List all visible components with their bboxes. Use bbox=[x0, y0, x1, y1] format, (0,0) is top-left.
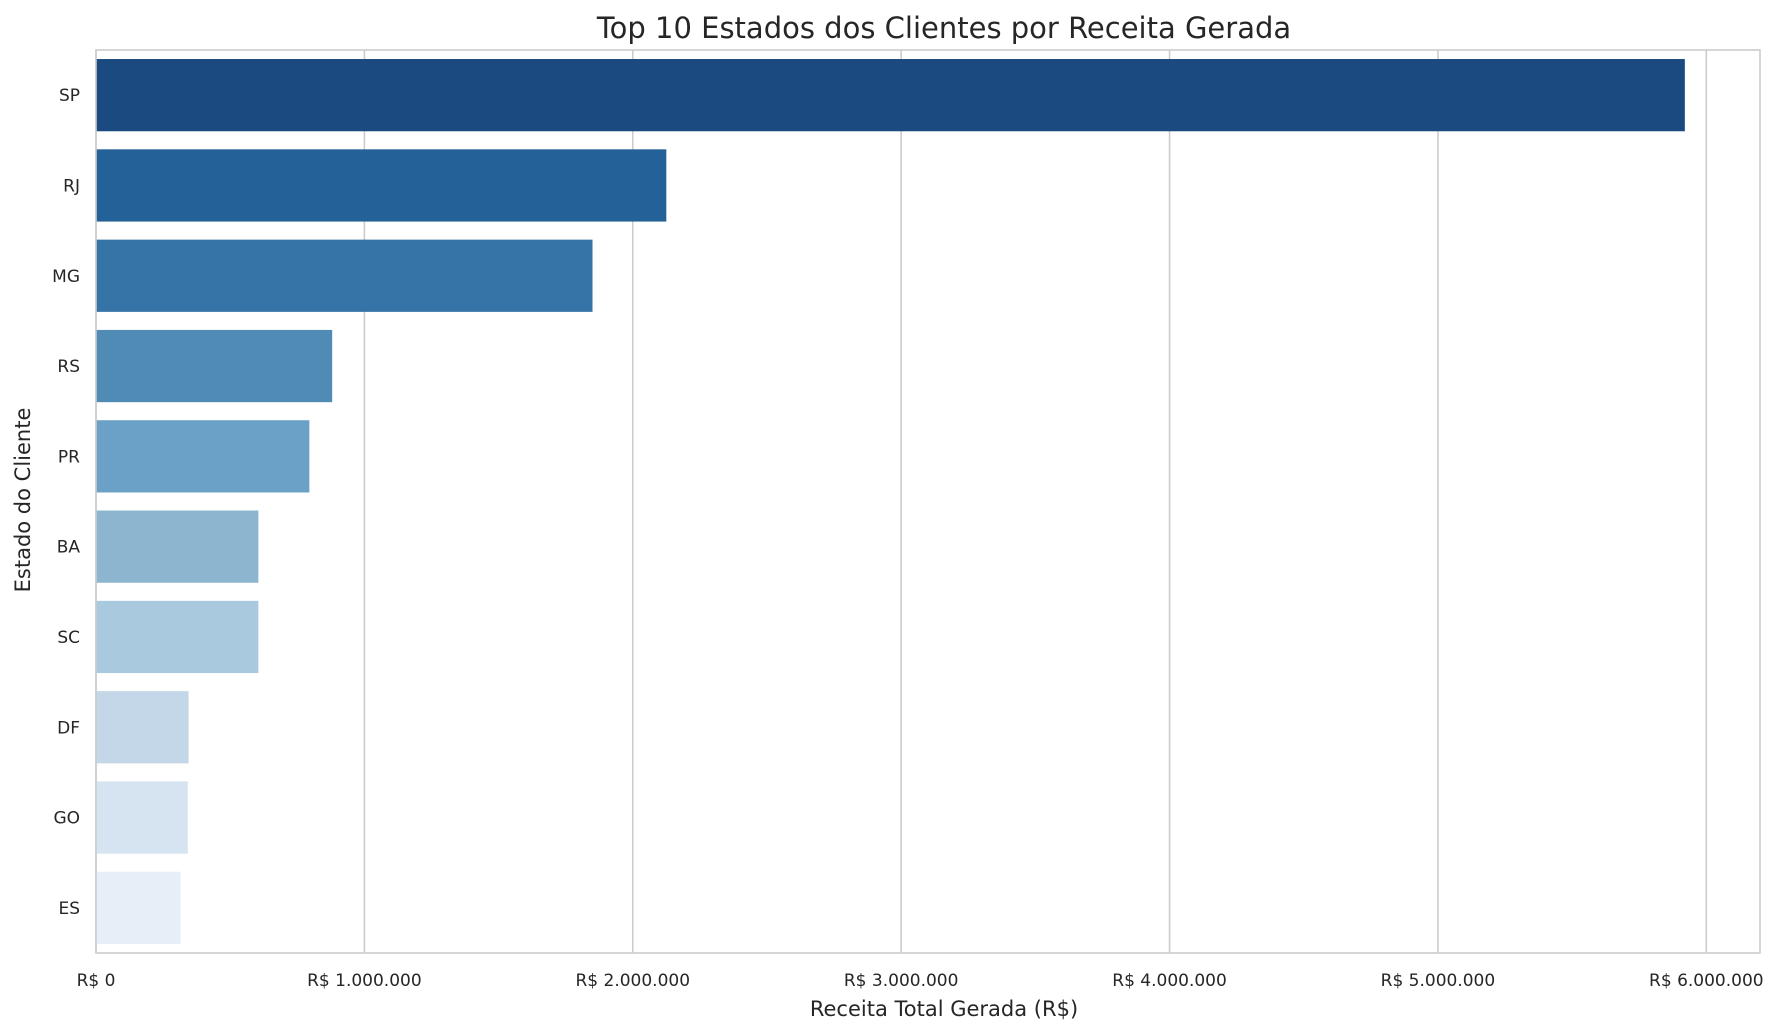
x-tick-label-6: R$ 6.000.000 bbox=[1649, 971, 1764, 991]
y-tick-label-rj: RJ bbox=[63, 176, 80, 196]
y-tick-label-pr: PR bbox=[58, 447, 80, 467]
plot-border bbox=[95, 49, 1761, 954]
y-tick-label-ba: BA bbox=[57, 538, 81, 558]
bar-mg bbox=[96, 239, 593, 312]
x-tick-label-0: R$ 0 bbox=[77, 971, 116, 991]
bar-rj bbox=[96, 149, 667, 222]
bar-df bbox=[96, 691, 189, 764]
y-tick-label-sc: SC bbox=[57, 628, 80, 648]
y-tick-label-mg: MG bbox=[52, 267, 80, 287]
x-tick-label-1: R$ 1.000.000 bbox=[307, 971, 422, 991]
x-tick-label-3: R$ 3.000.000 bbox=[844, 971, 959, 991]
x-axis-label: Receita Total Gerada (R$) bbox=[810, 997, 1078, 1021]
bar-es bbox=[96, 871, 181, 944]
chart-title: Top 10 Estados dos Clientes por Receita … bbox=[596, 11, 1291, 45]
y-tick-label-sp: SP bbox=[59, 86, 80, 106]
x-tick-label-4: R$ 4.000.000 bbox=[1112, 971, 1227, 991]
y-tick-labels: SP RJ MG RS PR BA SC DF GO ES bbox=[52, 86, 80, 919]
y-tick-label-rs: RS bbox=[57, 357, 80, 377]
x-tick-label-5: R$ 5.000.000 bbox=[1381, 971, 1496, 991]
bars bbox=[96, 59, 1685, 944]
plot-frame bbox=[95, 49, 1761, 954]
y-tick-label-df: DF bbox=[57, 718, 80, 738]
bar-sp bbox=[96, 59, 1685, 132]
bar-ba bbox=[96, 510, 259, 583]
y-tick-label-go: GO bbox=[53, 809, 80, 829]
y-tick-label-es: ES bbox=[58, 899, 80, 919]
x-tick-label-2: R$ 2.000.000 bbox=[575, 971, 690, 991]
x-tick-labels: R$ 0 R$ 1.000.000 R$ 2.000.000 R$ 3.000.000… bbox=[77, 971, 1764, 991]
bar-pr bbox=[96, 420, 310, 493]
bar-go bbox=[96, 781, 188, 854]
y-axis-label: Estado do Cliente bbox=[11, 408, 35, 593]
bar-sc bbox=[96, 600, 259, 674]
bar-rs bbox=[96, 329, 333, 403]
